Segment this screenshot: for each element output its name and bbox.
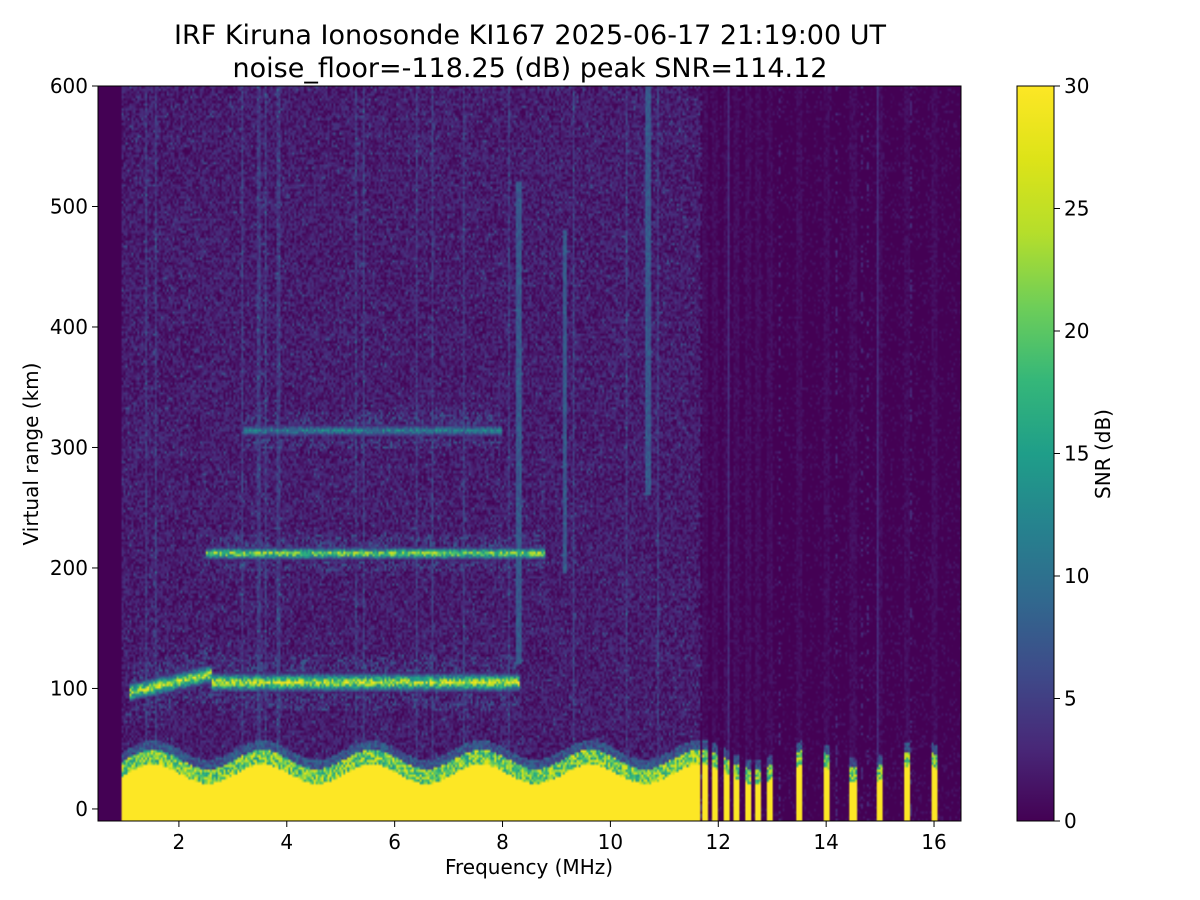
y-tick-label: 0 bbox=[75, 797, 88, 821]
x-tick-label: 12 bbox=[706, 830, 731, 854]
colorbar-ticks: 0 5 10 15 20 25 30 bbox=[1054, 74, 1089, 833]
x-axis: 2 4 6 8 10 12 14 16 bbox=[173, 821, 947, 854]
colorbar: 0 5 10 15 20 25 30 SNR (dB) bbox=[1016, 74, 1115, 833]
y-tick-label: 500 bbox=[50, 194, 88, 218]
colorbar-gradient bbox=[1017, 86, 1054, 821]
x-tick-label: 10 bbox=[598, 830, 623, 854]
x-tick-label: 2 bbox=[173, 830, 186, 854]
snr-heatmap bbox=[98, 86, 961, 821]
x-tick-label: 8 bbox=[496, 830, 509, 854]
x-tick-label: 16 bbox=[921, 830, 946, 854]
colorbar-tick-label: 0 bbox=[1064, 809, 1077, 833]
x-tick-label: 4 bbox=[280, 830, 293, 854]
plot-area bbox=[97, 85, 962, 822]
x-axis-label: Frequency (MHz) bbox=[445, 855, 613, 879]
y-tick-label: 600 bbox=[50, 74, 88, 98]
plot-frame bbox=[97, 85, 962, 822]
y-tick-label: 400 bbox=[50, 315, 88, 339]
y-tick-label: 200 bbox=[50, 556, 88, 580]
x-tick-label: 14 bbox=[813, 830, 838, 854]
colorbar-tick-label: 15 bbox=[1064, 442, 1089, 466]
chart-subtitle: noise_floor=-118.25 (dB) peak SNR=114.12 bbox=[233, 53, 828, 84]
y-tick-label: 300 bbox=[50, 435, 88, 459]
colorbar-tick-label: 25 bbox=[1064, 197, 1089, 221]
colorbar-label: SNR (dB) bbox=[1091, 409, 1115, 499]
colorbar-tick-label: 10 bbox=[1064, 564, 1089, 588]
colorbar-tick-label: 5 bbox=[1064, 687, 1077, 711]
x-tick-label: 6 bbox=[388, 830, 401, 854]
colorbar-tick-label: 30 bbox=[1064, 74, 1089, 98]
y-axis-label: Virtual range (km) bbox=[19, 363, 43, 546]
colorbar-tick-label: 20 bbox=[1064, 319, 1089, 343]
y-tick-label: 100 bbox=[50, 676, 88, 700]
chart-title: IRF Kiruna Ionosonde KI167 2025-06-17 21… bbox=[174, 20, 887, 51]
y-axis: 0 100 200 300 400 500 600 bbox=[50, 74, 98, 821]
